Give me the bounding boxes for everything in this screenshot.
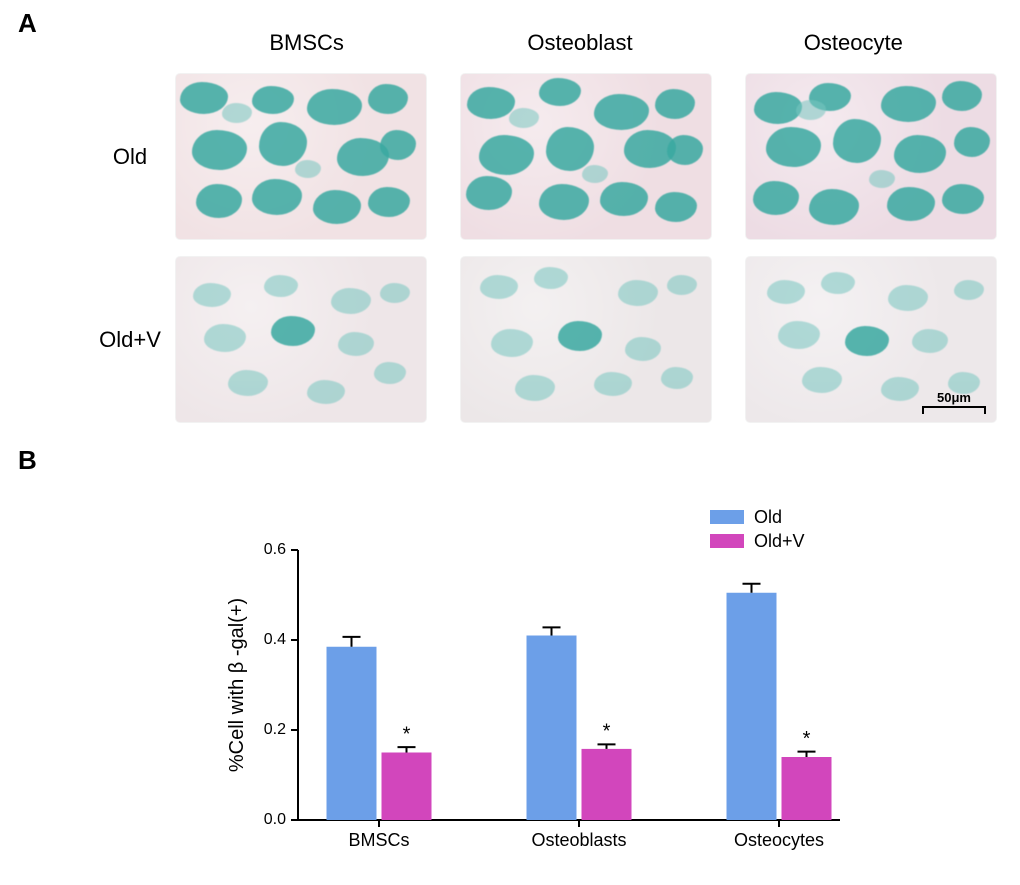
micro-row-old: Old (90, 74, 990, 239)
micrograph-old-osteoblast (461, 74, 711, 239)
svg-text:0.0: 0.0 (264, 811, 286, 828)
bar-chart: 0.0 0.2 0.4 0.6 %Cell with β -gal(+) * BMSCs * O… (220, 490, 860, 870)
svg-text:Old: Old (754, 507, 782, 527)
row-label-old: Old (90, 144, 176, 170)
micro-grid-oldv: 50μm (176, 257, 996, 422)
panel-a-label: A (18, 8, 37, 39)
micrograph-oldv-osteocyte: 50μm (746, 257, 996, 422)
svg-text:*: * (403, 723, 411, 745)
micro-grid-old (176, 74, 996, 239)
svg-text:Old+V: Old+V (754, 531, 805, 551)
col-header-bmscs: BMSCs (182, 30, 432, 56)
svg-text:Osteoblasts: Osteoblasts (531, 830, 626, 850)
micrograph-area: BMSCs Osteoblast Osteocyte Old Old+V 50μ… (90, 30, 990, 422)
col-header-osteocyte: Osteocyte (728, 30, 978, 56)
svg-text:%Cell with β -gal(+): %Cell with β -gal(+) (226, 598, 248, 772)
column-headers: BMSCs Osteoblast Osteocyte (170, 30, 990, 56)
svg-text:0.6: 0.6 (264, 541, 286, 558)
micrograph-oldv-osteoblast (461, 257, 711, 422)
svg-text:*: * (603, 721, 611, 743)
svg-text:0.2: 0.2 (264, 721, 286, 738)
svg-text:BMSCs: BMSCs (348, 830, 409, 850)
svg-text:0.4: 0.4 (264, 631, 286, 648)
figure-root: A BMSCs Osteoblast Osteocyte Old Old+V 5… (0, 0, 1020, 885)
svg-text:Osteocytes: Osteocytes (734, 830, 824, 850)
panel-b-label: B (18, 445, 37, 476)
micro-row-oldv: Old+V 50μm (90, 257, 990, 422)
col-header-osteoblast: Osteoblast (455, 30, 705, 56)
micrograph-old-bmscs (176, 74, 426, 239)
row-label-oldv: Old+V (90, 327, 176, 353)
bar-chart-svg: 0.0 0.2 0.4 0.6 %Cell with β -gal(+) * BMSCs * O… (220, 490, 860, 870)
micrograph-oldv-bmscs (176, 257, 426, 422)
scalebar: 50μm (922, 390, 986, 414)
svg-text:*: * (803, 728, 811, 750)
micrograph-old-osteocyte (746, 74, 996, 239)
